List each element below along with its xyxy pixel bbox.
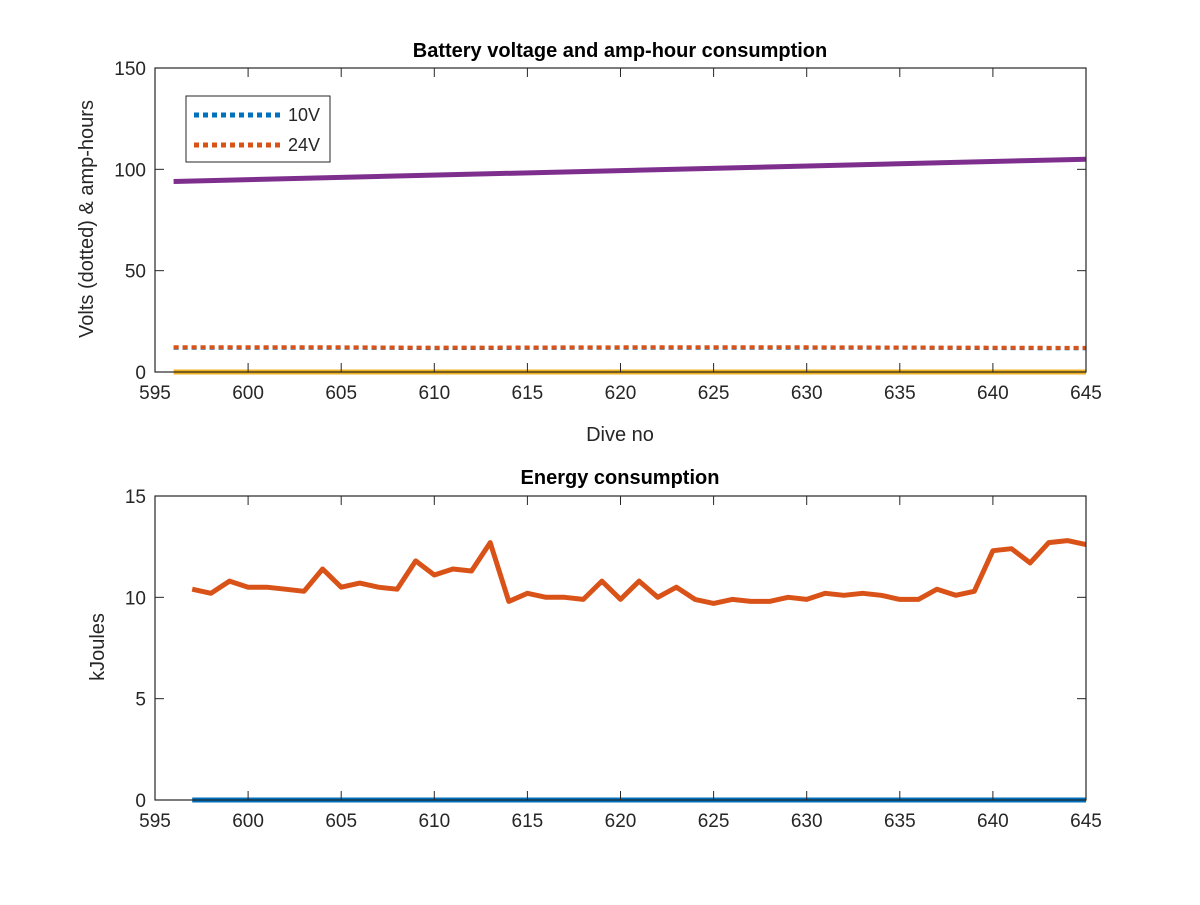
- battery-chart-x-tick-label: 635: [884, 383, 916, 404]
- battery-chart-x-axis-label: Dive no: [586, 424, 654, 446]
- energy-chart-marks: [191, 538, 1087, 803]
- energy-chart-x-tick-label: 600: [232, 811, 264, 832]
- energy-chart-x-tick-label: 610: [418, 811, 450, 832]
- battery-chart-24v-voltage-line: [173, 345, 1087, 350]
- energy-chart-energy-line: [191, 538, 1087, 606]
- energy-chart-y-tick-label: 10: [125, 588, 146, 609]
- battery-chart-x-tick-label: 595: [139, 383, 171, 404]
- energy-chart-y-tick-label: 15: [125, 487, 146, 508]
- battery-chart-x-tick-label: 645: [1070, 383, 1102, 404]
- energy-chart-title: Energy consumption: [521, 467, 720, 489]
- energy-chart-x-tick-label: 595: [139, 811, 171, 832]
- battery-chart-amp-hours-line: [173, 156, 1087, 184]
- battery-chart: 595 600 605 610 615 620 625 630 635 640 645 0 50 100 1…: [76, 40, 1102, 446]
- legend-box: [185, 95, 331, 163]
- energy-chart-x-tick-label: 620: [605, 811, 637, 832]
- energy-chart-y-tick-label: 0: [135, 791, 146, 812]
- energy-chart-plot-frame: [154, 495, 1087, 801]
- battery-chart-y-axis-label: Volts (dotted) & amp-hours: [76, 100, 98, 338]
- energy-chart-x-tick-label: 615: [512, 811, 544, 832]
- energy-chart-x-tick-label: 605: [325, 811, 357, 832]
- battery-chart-x-tick-label: 600: [232, 383, 264, 404]
- battery-chart-x-tick-label: 605: [325, 383, 357, 404]
- energy-chart-x-tick-label: 645: [1070, 811, 1102, 832]
- battery-chart-x-tick-label: 625: [698, 383, 730, 404]
- energy-chart-axes: 595 600 605 610 615 620 625 630 635 640 645 0 5 10 15: [125, 487, 1102, 832]
- energy-chart-x-tick-label: 635: [884, 811, 916, 832]
- battery-chart-legend: 10V 24V: [185, 95, 331, 163]
- battery-chart-x-tick-label: 620: [605, 383, 637, 404]
- legend-label-24v: 24V: [288, 135, 320, 155]
- energy-chart: 595 600 605 610 615 620 625 630 635 640 645051015 …: [87, 467, 1102, 832]
- energy-chart-x-tick-label: 630: [791, 811, 823, 832]
- energy-chart-x-tick-label: 625: [698, 811, 730, 832]
- legend-label-10v: 10V: [288, 105, 320, 125]
- battery-chart-y-tick-label: 50: [125, 262, 146, 283]
- energy-chart-y-axis-label: kJoules: [87, 613, 109, 681]
- battery-chart-y-tick-label: 0: [135, 363, 146, 384]
- battery-chart-y-tick-label: 150: [114, 59, 146, 80]
- battery-chart-title: Battery voltage and amp-hour consumption: [413, 40, 827, 62]
- battery-chart-x-tick-label: 610: [418, 383, 450, 404]
- energy-chart-y-tick-label: 5: [135, 690, 146, 711]
- battery-chart-axes: 595 600 605 610 615 620 625 630 635 640 645 0 50 100 1…: [114, 59, 1102, 404]
- battery-chart-marks: [173, 156, 1087, 375]
- energy-chart-x-tick-label: 640: [977, 811, 1009, 832]
- battery-chart-x-tick-label: 640: [977, 383, 1009, 404]
- battery-chart-x-tick-label: 630: [791, 383, 823, 404]
- battery-chart-y-tick-label: 100: [114, 160, 146, 181]
- battery-chart-x-tick-label: 615: [512, 383, 544, 404]
